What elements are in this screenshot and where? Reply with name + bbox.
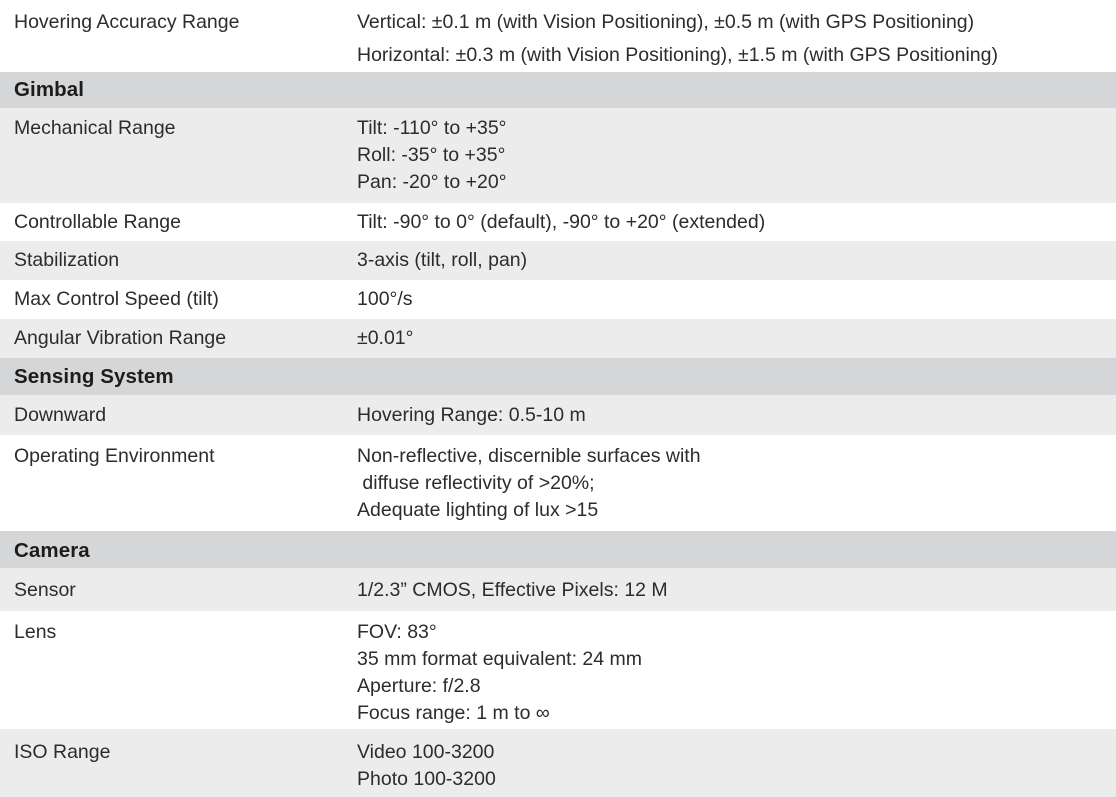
spec-label: Sensor <box>14 579 76 601</box>
spec-label: Stabilization <box>14 249 120 271</box>
spec-value-line: 100°/s <box>357 288 413 310</box>
spec-value-line: Tilt: -110° to +35° <box>357 117 507 139</box>
table-row: Max Control Speed (tilt) 100°/s <box>0 280 1116 319</box>
spec-value-line: Horizontal: ±0.3 m (with Vision Position… <box>357 44 998 66</box>
spec-value-line: Vertical: ±0.1 m (with Vision Positionin… <box>357 11 975 33</box>
spec-value-line: Photo 100-3200 <box>357 768 496 790</box>
spec-value-line: Adequate lighting of lux >15 <box>357 499 599 521</box>
spec-value: Non-reflective, discernible surfaces wit… <box>357 435 1116 531</box>
spec-value-line: Aperture: f/2.8 <box>357 675 481 697</box>
spec-label: Downward <box>14 404 107 426</box>
section-header-label: Gimbal <box>14 78 85 101</box>
spec-label: ISO Range <box>14 741 111 763</box>
spec-value-line: Non-reflective, discernible surfaces wit… <box>357 445 701 467</box>
spec-value-line: 35 mm format equivalent: 24 mm <box>357 648 643 670</box>
spec-value: Vertical: ±0.1 m (with Vision Positionin… <box>357 0 1116 72</box>
section-header-row: Gimbal <box>0 72 1116 108</box>
table-row: Lens FOV: 83° 35 mm format equivalent: 2… <box>0 611 1116 729</box>
spec-value-line: Video 100-3200 <box>357 741 495 763</box>
section-header-row: Camera <box>0 531 1116 568</box>
spec-value-line: 1/2.3” CMOS, Effective Pixels: 12 M <box>357 579 668 601</box>
spec-value: Video 100-3200 Photo 100-3200 <box>357 729 1116 797</box>
spec-value-line: Roll: -35° to +35° <box>357 144 506 166</box>
spec-label: Lens <box>14 621 57 643</box>
table-row: ISO Range Video 100-3200 Photo 100-3200 <box>0 729 1116 797</box>
spec-value: 1/2.3” CMOS, Effective Pixels: 12 M <box>357 568 1116 611</box>
spec-label: Angular Vibration Range <box>14 327 227 349</box>
spec-value: ±0.01° <box>357 319 1116 358</box>
spec-value: Tilt: -90° to 0° (default), -90° to +20°… <box>357 203 1116 241</box>
spec-value-line: diffuse reflectivity of >20%; <box>357 472 595 494</box>
table-row: Controllable Range Tilt: -90° to 0° (def… <box>0 203 1116 241</box>
spec-value-line: Hovering Range: 0.5-10 m <box>357 404 586 426</box>
table-row: Stabilization 3-axis (tilt, roll, pan) <box>0 241 1116 280</box>
spec-label: Operating Environment <box>14 445 215 467</box>
spec-value-line: Tilt: -90° to 0° (default), -90° to +20°… <box>357 211 766 233</box>
spec-label: Controllable Range <box>14 211 181 233</box>
table-row: Sensor 1/2.3” CMOS, Effective Pixels: 12… <box>0 568 1116 611</box>
spec-value: 3-axis (tilt, roll, pan) <box>357 241 1116 280</box>
table-row: Angular Vibration Range ±0.01° <box>0 319 1116 358</box>
section-header-label: Camera <box>14 539 90 562</box>
spec-label: Max Control Speed (tilt) <box>14 288 219 310</box>
table-row: Hovering Accuracy Range Vertical: ±0.1 m… <box>0 0 1116 72</box>
table-row: Operating Environment Non-reflective, di… <box>0 435 1116 531</box>
section-header-label: Sensing System <box>14 365 174 388</box>
table-row: Mechanical Range Tilt: -110° to +35° Rol… <box>0 108 1116 203</box>
spec-value-line: Focus range: 1 m to ∞ <box>357 702 550 724</box>
spec-label: Mechanical Range <box>14 117 176 139</box>
spec-value: Hovering Range: 0.5-10 m <box>357 395 1116 435</box>
section-header-row: Sensing System <box>0 358 1116 395</box>
spec-value-line: 3-axis (tilt, roll, pan) <box>357 249 528 271</box>
spec-label: Hovering Accuracy Range <box>14 11 240 33</box>
spec-value-line: Pan: -20° to +20° <box>357 171 507 193</box>
spec-value-line: FOV: 83° <box>357 621 437 643</box>
spec-value-line: ±0.01° <box>357 327 414 349</box>
table-row: Downward Hovering Range: 0.5-10 m <box>0 395 1116 435</box>
spec-value: 100°/s <box>357 280 1116 319</box>
spec-value: Tilt: -110° to +35° Roll: -35° to +35° P… <box>357 108 1116 203</box>
spec-value: FOV: 83° 35 mm format equivalent: 24 mm … <box>357 611 1116 729</box>
